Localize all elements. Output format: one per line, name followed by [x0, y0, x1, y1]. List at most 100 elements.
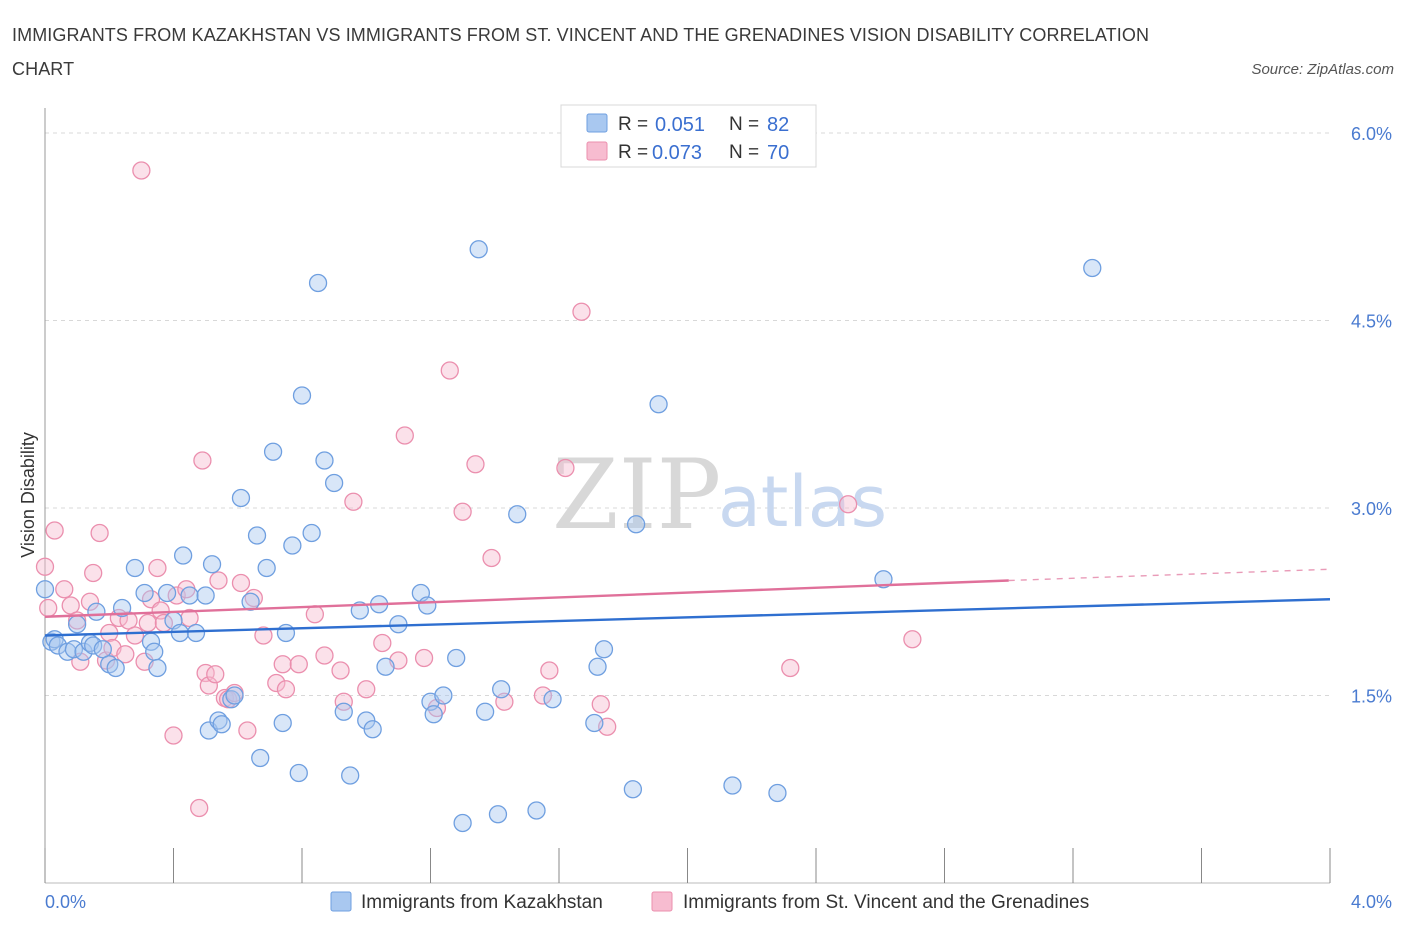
point-pink-48: [334, 692, 353, 711]
point-blue-67: [508, 505, 527, 524]
bottom-legend-swatch-pink: [651, 891, 673, 912]
point-pink-65: [591, 695, 610, 714]
point-pink-14: [116, 645, 135, 664]
point-blue-40: [276, 623, 296, 643]
grid-lines: [45, 132, 1330, 696]
point-blue-63: [469, 240, 488, 259]
point-blue-62: [453, 813, 472, 833]
point-pink-40: [254, 626, 273, 645]
point-pink-64: [572, 302, 591, 321]
point-pink-8: [84, 563, 103, 583]
point-pink-46: [315, 646, 334, 665]
legend-r-label-pink: R =: [618, 142, 648, 163]
watermark: ZIP atlas: [552, 439, 887, 551]
point-pink-56: [440, 361, 459, 380]
bottom-legend-label-blue: Immigrants from Kazakhstan: [361, 892, 603, 913]
point-blue-70: [585, 713, 604, 733]
point-blue-15: [125, 558, 145, 578]
point-blue-20: [157, 583, 177, 603]
point-blue-64: [475, 702, 495, 721]
legend-r-value-blue: 0.051: [655, 114, 705, 136]
point-pink-57: [453, 502, 472, 521]
point-pink-58: [466, 455, 485, 474]
axes: [44, 108, 1331, 884]
legend-n-value-pink: 70: [767, 142, 789, 164]
point-pink-29: [193, 451, 212, 470]
point-pink-49: [344, 492, 363, 511]
point-pink-54: [414, 648, 434, 668]
point-blue-77: [768, 783, 787, 803]
watermark-zip: ZIP: [552, 439, 721, 551]
point-pink-0: [35, 557, 55, 576]
point-blue-19: [148, 658, 167, 678]
point-blue-47: [324, 473, 344, 493]
point-blue-66: [492, 680, 511, 699]
point-blue-42: [289, 763, 308, 783]
point-pink-19: [138, 613, 157, 633]
point-blue-73: [623, 780, 643, 799]
point-blue-48: [334, 702, 353, 721]
point-pink-9: [90, 523, 109, 543]
point-pink-69: [903, 630, 922, 649]
point-blue-36: [251, 748, 270, 768]
point-pink-53: [395, 426, 414, 445]
series-pink-points: [35, 161, 922, 818]
point-blue-9: [84, 636, 103, 655]
point-blue-14: [112, 598, 132, 618]
point-pink-16: [125, 626, 145, 645]
point-blue-23: [173, 546, 193, 565]
y-tick-labels: 1.5% 3.0% 4.5% 6.0%: [1351, 124, 1392, 707]
legend-n-label-pink: N =: [729, 142, 759, 163]
point-pink-44: [289, 655, 308, 674]
y-tick-label-1: 3.0%: [1351, 499, 1392, 519]
point-blue-46: [315, 451, 334, 470]
point-blue-35: [247, 526, 267, 545]
point-pink-33: [209, 571, 228, 590]
point-blue-78: [874, 570, 893, 589]
point-pink-28: [190, 798, 209, 818]
bottom-legend-swatch-blue: [330, 891, 352, 912]
point-pink-47: [331, 661, 350, 680]
point-blue-37: [257, 558, 276, 578]
point-blue-6: [67, 615, 87, 634]
point-pink-62: [540, 661, 559, 680]
point-pink-37: [231, 573, 251, 593]
legend-n-label-blue: N =: [729, 114, 759, 135]
point-blue-0: [35, 580, 55, 599]
point-pink-51: [373, 633, 392, 653]
point-blue-18: [145, 642, 164, 661]
legend-r-value-pink: 0.073: [652, 142, 702, 164]
x-tick-label-0: 0.0%: [45, 892, 86, 912]
point-blue-28: [202, 555, 222, 574]
point-blue-49: [341, 766, 360, 785]
point-blue-54: [376, 657, 395, 676]
y-tick-label-3: 6.0%: [1351, 124, 1392, 144]
trend-line-blue: [44, 598, 1331, 637]
point-blue-39: [273, 713, 292, 733]
point-blue-60: [434, 686, 453, 705]
legend-swatch-pink: [586, 141, 608, 161]
top-legend: R = 0.051 N = 82 R = 0.073 N = 70: [560, 104, 817, 168]
series-blue-points: [35, 240, 1102, 833]
point-blue-43: [292, 386, 312, 405]
point-blue-32: [225, 686, 244, 705]
point-pink-42: [273, 655, 292, 674]
point-blue-74: [626, 515, 646, 534]
point-pink-31: [199, 676, 218, 695]
point-blue-69: [543, 690, 562, 709]
source-note: Source: ZipAtlas.com: [1251, 61, 1394, 78]
point-blue-44: [302, 523, 321, 543]
point-pink-61: [533, 686, 553, 705]
point-blue-25: [186, 623, 206, 643]
point-blue-65: [488, 805, 508, 824]
legend-r-label-blue: R =: [618, 114, 648, 135]
point-pink-41: [267, 673, 286, 693]
point-pink-17: [132, 161, 151, 180]
trend-line-pink: [44, 579, 1009, 618]
point-pink-50: [357, 680, 376, 699]
point-blue-72: [594, 640, 614, 659]
point-blue-71: [588, 657, 607, 676]
point-blue-61: [447, 648, 466, 668]
point-blue-10: [87, 602, 106, 621]
